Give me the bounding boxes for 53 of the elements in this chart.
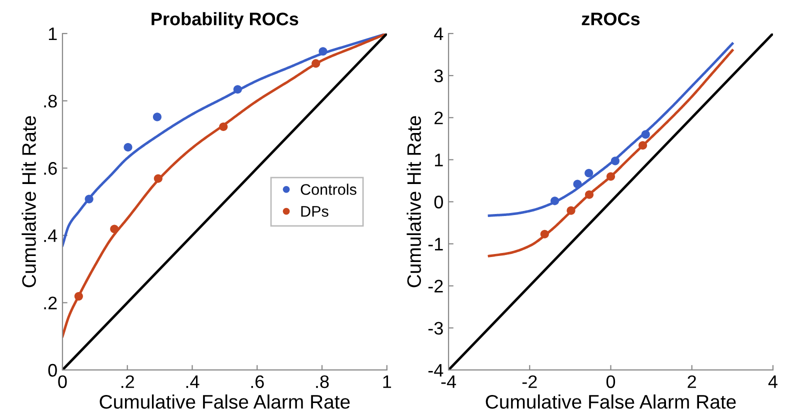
point [606,172,616,181]
y-tick-label: 4 [434,28,444,40]
legend-label: Controls [300,184,356,195]
point [233,85,242,94]
point [573,180,582,188]
chart-title: Probability ROCs [152,12,298,29]
y-tick-label: 0 [434,196,443,208]
point [638,141,648,150]
point [610,156,620,166]
point [550,196,560,206]
x-axis-title: Cumulative False Alarm Rate [486,394,736,409]
point [584,168,594,178]
y-axis-title: Cumulative Hit Rate [406,116,422,288]
y-tick-label: -3 [428,322,443,335]
point [318,47,328,56]
x-tick-label: .8 [316,375,329,388]
point [219,122,228,131]
y-tick-label: 1 [48,28,57,40]
point [540,230,549,238]
x-tick-label: -2 [522,375,537,388]
point [74,292,83,301]
point [584,190,594,199]
y-tick-label: -2 [428,280,443,292]
y-tick-label: .8 [44,94,57,108]
y-tick-label: 3 [434,70,443,82]
x-tick-label: .4 [186,376,200,388]
x-tick-label: 0 [58,375,67,388]
x-tick-label: 2 [688,375,696,388]
y-tick-label: 2 [434,112,443,124]
point [312,59,320,68]
y-tick-label: 1 [435,154,443,166]
legend-label: DPs [301,206,328,217]
chart-title: zROCs [582,12,640,26]
point [566,206,576,215]
x-tick-label: 0 [606,375,616,388]
y-tick-label: .6 [44,162,57,175]
point [124,142,132,152]
y-tick-label: .2 [44,296,57,310]
x-tick-label: .2 [121,375,134,388]
point [110,224,119,234]
point [154,174,162,183]
x-tick-label: 4 [768,376,778,388]
point [84,194,94,204]
x-tick-label: 1 [383,376,392,388]
y-axis-title: Cumulative Hit Rate [22,116,36,288]
x-tick-label: .6 [251,375,264,388]
y-tick-label: .4 [44,230,58,242]
y-tick-label: -1 [428,238,443,250]
point [152,112,162,122]
point [641,130,650,139]
y-tick-label: -4 [428,364,444,377]
y-tick-label: 0 [48,364,57,377]
x-axis-title: Cumulative False Alarm Rate [100,394,350,409]
